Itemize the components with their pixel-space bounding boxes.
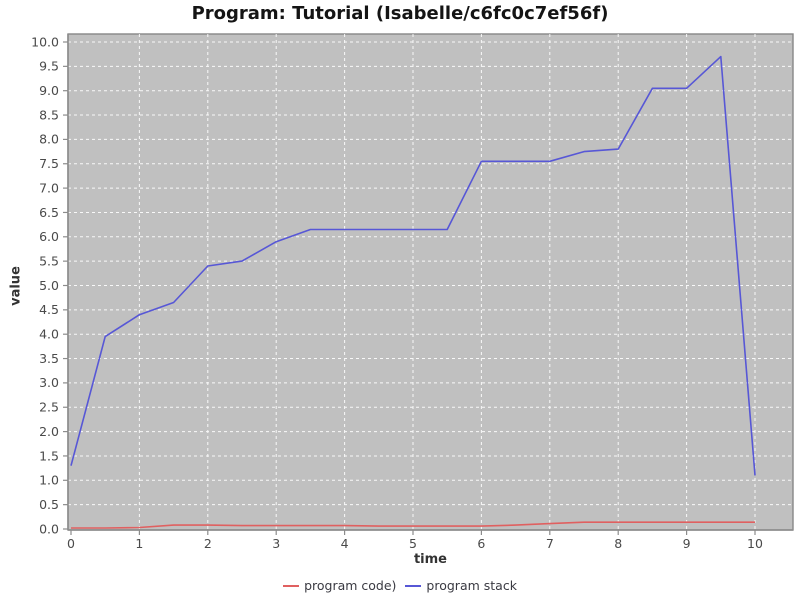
y-tick-label: 9.5 xyxy=(39,59,59,74)
plot-area xyxy=(67,33,794,531)
x-tick-label: 2 xyxy=(204,536,212,551)
chart-title: Program: Tutorial (Isabelle/c6fc0c7ef56f… xyxy=(191,3,609,24)
y-tick-label: 7.0 xyxy=(39,180,59,195)
legend-item: program code) xyxy=(283,578,396,593)
y-tick-label: 2.5 xyxy=(39,400,59,415)
y-tick-label: 8.5 xyxy=(39,107,59,122)
y-tick-label: 5.5 xyxy=(39,253,59,268)
x-tick-label: 6 xyxy=(477,536,485,551)
y-tick-label: 10.0 xyxy=(31,34,59,49)
y-tick-label: 6.0 xyxy=(39,229,59,244)
legend-label: program stack xyxy=(426,578,517,593)
x-tick-label: 10 xyxy=(747,536,763,551)
x-tick-label: 4 xyxy=(341,536,349,551)
legend-label: program code) xyxy=(304,578,397,593)
y-tick-label: 8.0 xyxy=(39,132,59,147)
tick-labels: 0.0 0.5 1.0 1.5 2.0 2.5 3.0 3.5 4.0 4.5 5.0 5.5 6.0 6… xyxy=(31,34,763,551)
x-tick-label: 8 xyxy=(614,536,622,551)
y-tick-label: 4.5 xyxy=(39,302,59,317)
y-tick-label: 0.0 xyxy=(39,521,59,536)
series-line-program-code xyxy=(71,521,755,529)
gridlines xyxy=(68,34,793,530)
legend: program code) program stack xyxy=(0,578,800,593)
x-tick-label: 1 xyxy=(135,536,143,551)
y-tick-label: 2.0 xyxy=(39,424,59,439)
y-tick-label: 1.5 xyxy=(39,448,59,463)
x-tick-label: 9 xyxy=(683,536,691,551)
legend-line-swatch xyxy=(283,584,300,587)
x-tick-label: 0 xyxy=(67,536,75,551)
y-tick-label: 0.5 xyxy=(39,497,59,512)
y-tick-label: 4.0 xyxy=(39,327,59,342)
y-axis-label: value xyxy=(8,266,24,306)
x-axis-label: time xyxy=(413,552,448,567)
y-tick-label: 7.5 xyxy=(39,156,59,171)
y-tick-label: 6.5 xyxy=(39,205,59,220)
y-tick-label: 5.0 xyxy=(39,278,59,293)
y-tick-label: 3.0 xyxy=(39,375,59,390)
x-tick-label: 7 xyxy=(546,536,554,551)
legend-line-swatch xyxy=(405,584,422,587)
y-tick-label: 3.5 xyxy=(39,351,59,366)
y-tick-label: 9.0 xyxy=(39,83,59,98)
legend-item: program stack xyxy=(405,578,517,593)
series-line-program-stack xyxy=(70,55,756,476)
y-tick-label: 1.0 xyxy=(39,473,59,488)
axis-ticks xyxy=(63,41,756,535)
x-tick-label: 5 xyxy=(409,536,417,551)
x-tick-label: 3 xyxy=(272,536,280,551)
